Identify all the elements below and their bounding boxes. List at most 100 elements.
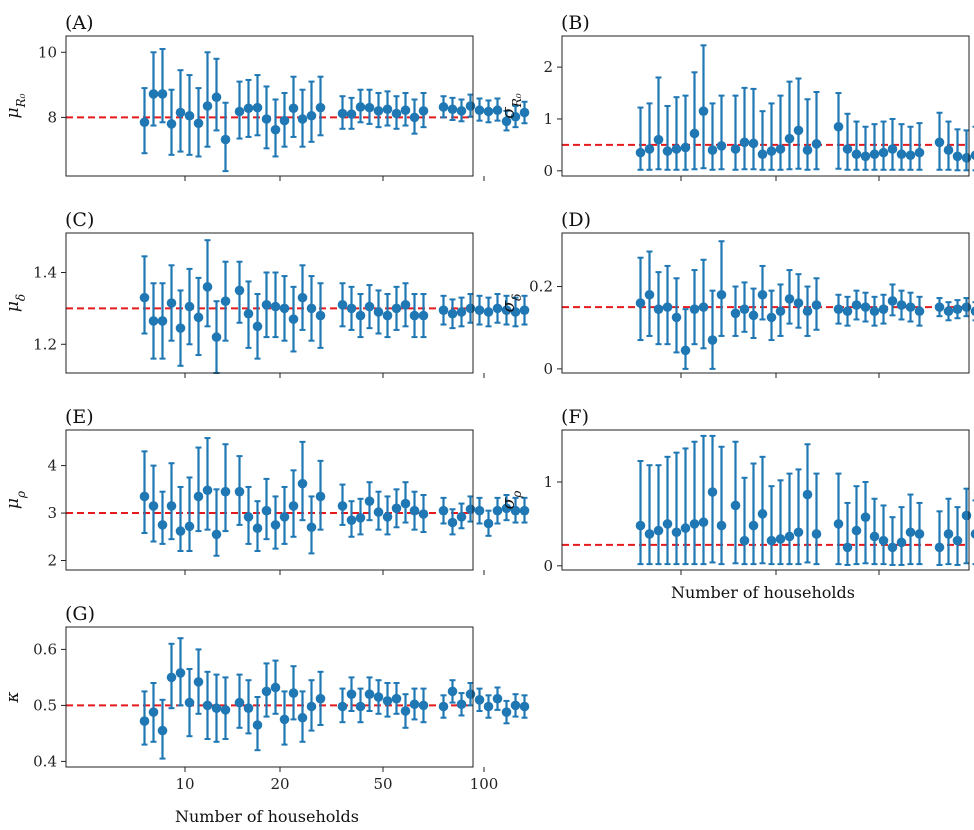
data-point (438, 496, 449, 525)
data-point (346, 676, 357, 712)
point-marker (662, 146, 673, 156)
point-marker (288, 501, 299, 511)
y-axis-label: σR₀ (499, 93, 524, 119)
point-marker (501, 503, 512, 514)
y-tick-label: 0 (543, 360, 553, 378)
point-marker (671, 527, 682, 538)
point-marker (492, 693, 503, 704)
point-marker (757, 509, 768, 519)
data-point (447, 96, 458, 121)
data-point (148, 682, 159, 743)
panel-label: (E) (65, 406, 94, 428)
data-point (501, 494, 512, 522)
data-point (748, 287, 759, 339)
data-point (887, 516, 898, 566)
data-point (793, 273, 804, 329)
data-point (355, 293, 366, 339)
point-marker (139, 716, 150, 726)
point-marker (896, 149, 907, 160)
point-marker (220, 705, 231, 715)
data-point (193, 276, 204, 357)
point-marker (644, 529, 655, 539)
data-point (802, 98, 813, 171)
point-marker (373, 692, 384, 702)
data-point (346, 285, 357, 331)
point-marker (934, 542, 945, 553)
data-point (483, 694, 494, 719)
panel-label: (D) (561, 209, 591, 231)
point-marker (775, 534, 786, 544)
data-point (878, 120, 889, 171)
data-point (391, 682, 402, 715)
data-point (510, 105, 521, 129)
point-marker (364, 689, 375, 699)
point-marker (474, 305, 485, 315)
point-marker (306, 110, 317, 121)
point-marker (905, 527, 916, 538)
data-point (157, 282, 168, 360)
point-marker (315, 102, 326, 113)
y-tick-label: 4 (47, 457, 57, 475)
data-point (297, 690, 308, 743)
point-marker (447, 517, 458, 528)
axes-frame (561, 232, 970, 374)
point-marker (337, 501, 348, 511)
axes-frame (561, 35, 970, 177)
point-marker (297, 478, 308, 489)
data-point (851, 485, 862, 566)
point-marker (811, 139, 822, 149)
point-marker (252, 720, 263, 730)
y-tick-label: 8 (47, 108, 57, 126)
data-point (748, 87, 759, 171)
data-point (833, 472, 844, 566)
data-point (860, 125, 871, 171)
point-marker (474, 105, 485, 116)
point-marker (234, 285, 245, 296)
point-marker (934, 302, 945, 312)
data-point (220, 443, 231, 533)
data-point (261, 271, 272, 339)
point-marker (730, 308, 741, 319)
point-marker (297, 292, 308, 303)
point-marker (811, 529, 822, 539)
data-point (211, 300, 222, 374)
data-point (139, 690, 150, 746)
y-tick-label: 0.2 (529, 278, 553, 296)
data-point (447, 508, 458, 536)
point-marker (689, 519, 700, 529)
data-point (952, 506, 963, 566)
data-point (465, 682, 476, 707)
point-marker (716, 141, 727, 151)
point-marker (261, 114, 272, 124)
data-point (887, 283, 898, 317)
data-point (644, 464, 655, 566)
data-point (860, 291, 871, 323)
data-point (202, 51, 213, 148)
point-marker (510, 111, 521, 122)
data-point (492, 293, 503, 324)
data-point (483, 509, 494, 537)
data-point (211, 673, 222, 743)
data-point (869, 295, 880, 327)
point-marker (364, 496, 375, 506)
data-point (157, 490, 168, 545)
point-marker (184, 110, 195, 121)
data-point (184, 476, 195, 553)
y-tick-label: 0.4 (33, 752, 57, 770)
data-point (465, 93, 476, 118)
data-point (766, 102, 777, 171)
point-marker (860, 512, 871, 522)
point-marker (346, 689, 357, 699)
point-marker (934, 137, 945, 148)
data-point (707, 102, 718, 171)
data-point (202, 239, 213, 328)
data-point (288, 285, 299, 353)
data-point (483, 296, 494, 328)
point-marker (184, 697, 195, 708)
point-marker (315, 693, 326, 704)
point-marker (775, 144, 786, 154)
point-marker (447, 104, 458, 115)
point-marker (139, 491, 150, 502)
point-marker (355, 310, 366, 321)
point-marker (802, 306, 813, 317)
